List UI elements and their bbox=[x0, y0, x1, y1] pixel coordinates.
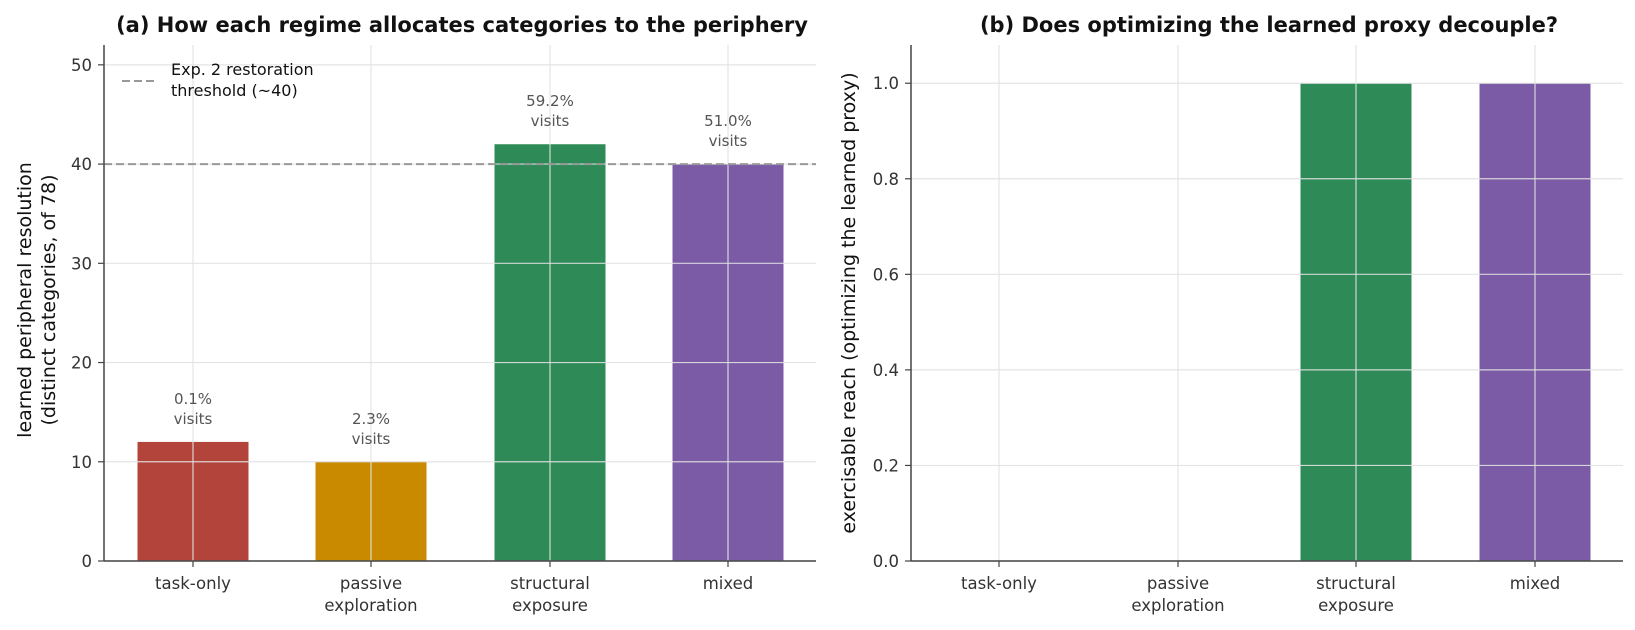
panel-a-ylabel: (distinct categories, of 78) bbox=[38, 175, 60, 426]
panel-b-ytick-label: 0.4 bbox=[873, 361, 899, 380]
panel-a-ytick-label: 20 bbox=[71, 354, 92, 373]
panel-a-ytick-label: 50 bbox=[71, 56, 92, 75]
panel-b-ytick-label: 0.6 bbox=[873, 265, 899, 284]
panel-a-ylabel: learned peripheral resolution bbox=[14, 162, 36, 438]
panel-a-xtick-label: passive exploration bbox=[324, 574, 417, 615]
panel-a-data-label: 59.2% visits bbox=[526, 92, 574, 130]
panel-a-ytick-label: 0 bbox=[82, 552, 93, 571]
panel-a-xtick-label: structural exposure bbox=[510, 574, 590, 615]
panel-a-data-label: 0.1% visits bbox=[174, 390, 213, 428]
panel-a-data-label: 51.0% visits bbox=[704, 112, 752, 150]
panel-b-xtick-label: structural exposure bbox=[1316, 574, 1396, 615]
panel-a-xtick-label: task-only bbox=[155, 574, 231, 593]
panel-b-title: (b) Does optimizing the learned proxy de… bbox=[980, 13, 1558, 37]
panel-a-legend-label: Exp. 2 restoration threshold (~40) bbox=[171, 60, 314, 100]
panel-b-ytick-label: 0.2 bbox=[873, 456, 899, 475]
panel-b-ylabel: exercisable reach (optimizing the learne… bbox=[838, 72, 860, 533]
panel-a-data-label: 2.3% visits bbox=[352, 410, 391, 448]
panel-a-ytick-label: 30 bbox=[71, 254, 92, 273]
panel-a-ytick-label: 40 bbox=[71, 155, 92, 174]
panel-b-ytick-label: 0.0 bbox=[873, 552, 899, 571]
panel-b-xtick-label: mixed bbox=[1510, 574, 1561, 593]
panel-b-ytick-label: 0.8 bbox=[873, 170, 899, 189]
panel-a-xtick-label: mixed bbox=[703, 574, 754, 593]
panel-b-xtick-label: task-only bbox=[961, 574, 1037, 593]
panel-a-title: (a) How each regime allocates categories… bbox=[116, 13, 808, 37]
panel-b-xtick-label: passive exploration bbox=[1131, 574, 1224, 615]
panel-a-ytick-label: 10 bbox=[71, 453, 92, 472]
panel-b-ytick-label: 1.0 bbox=[873, 74, 899, 93]
